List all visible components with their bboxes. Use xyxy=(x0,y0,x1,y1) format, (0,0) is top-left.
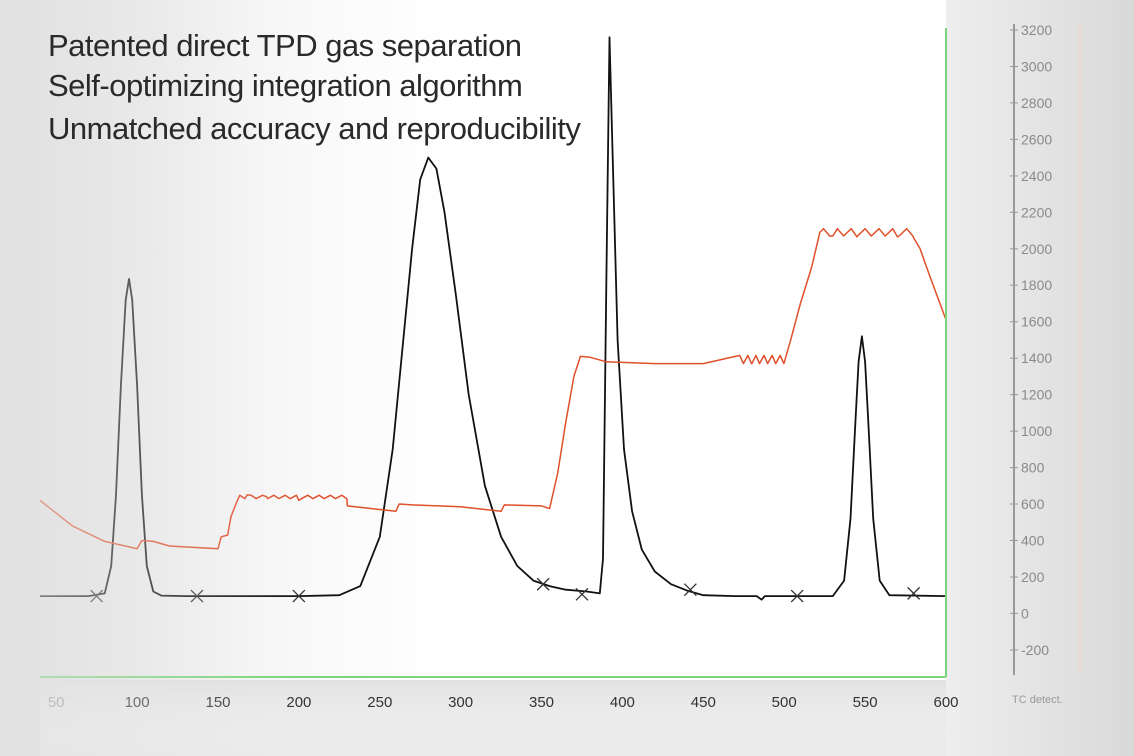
right-axis-label: TC detect. xyxy=(1012,694,1063,706)
y-tick-label: 400 xyxy=(1021,533,1045,549)
y-tick-label: 2600 xyxy=(1021,131,1052,147)
y-tick-label: 2200 xyxy=(1021,204,1052,220)
y-tick-label: 1000 xyxy=(1021,423,1052,439)
headline-1: Patented direct TPD gas separation xyxy=(48,28,522,63)
y-tick-label: 2400 xyxy=(1021,168,1052,184)
right-axis-panel xyxy=(946,0,1134,756)
baseline-marker xyxy=(575,587,589,601)
y-tick-label: 2000 xyxy=(1021,241,1052,257)
y-tick-label: 3000 xyxy=(1021,59,1052,75)
x-tick-label: 200 xyxy=(286,694,311,711)
baseline-marker xyxy=(907,586,921,600)
y-tick-label: 1600 xyxy=(1021,314,1052,330)
x-tick-label: 100 xyxy=(125,694,150,711)
baseline-marker xyxy=(790,589,804,603)
y-tick-label: 0 xyxy=(1021,605,1029,621)
headline-3: Unmatched accuracy and reproducibility xyxy=(48,111,581,146)
x-tick-label: 400 xyxy=(610,694,635,711)
y-tick-label: 1200 xyxy=(1021,387,1052,403)
y-tick-label: 2800 xyxy=(1021,95,1052,111)
y-tick-label: 600 xyxy=(1021,496,1045,512)
x-tick-label: 550 xyxy=(853,694,878,711)
x-tick-label: 250 xyxy=(367,694,392,711)
y-tick-label: 200 xyxy=(1021,569,1045,585)
baseline-marker xyxy=(683,583,697,597)
x-tick-label: 600 xyxy=(933,694,958,711)
y-tick-label: -200 xyxy=(1021,642,1049,658)
x-tick-label: 50 xyxy=(48,694,65,711)
baseline-marker xyxy=(536,577,550,591)
x-tick-label: 350 xyxy=(529,694,554,711)
headline-2: Self-optimizing integration algorithm xyxy=(48,68,523,103)
bottom-axis-band xyxy=(40,680,946,756)
y-tick-label: 3200 xyxy=(1021,22,1052,38)
x-tick-label: 300 xyxy=(448,694,473,711)
y-tick-label: 1400 xyxy=(1021,350,1052,366)
y-tick-label: 800 xyxy=(1021,460,1045,476)
x-tick-label: 150 xyxy=(205,694,230,711)
x-tick-label: 450 xyxy=(691,694,716,711)
x-tick-label: 500 xyxy=(772,694,797,711)
y-tick-label: 1800 xyxy=(1021,277,1052,293)
